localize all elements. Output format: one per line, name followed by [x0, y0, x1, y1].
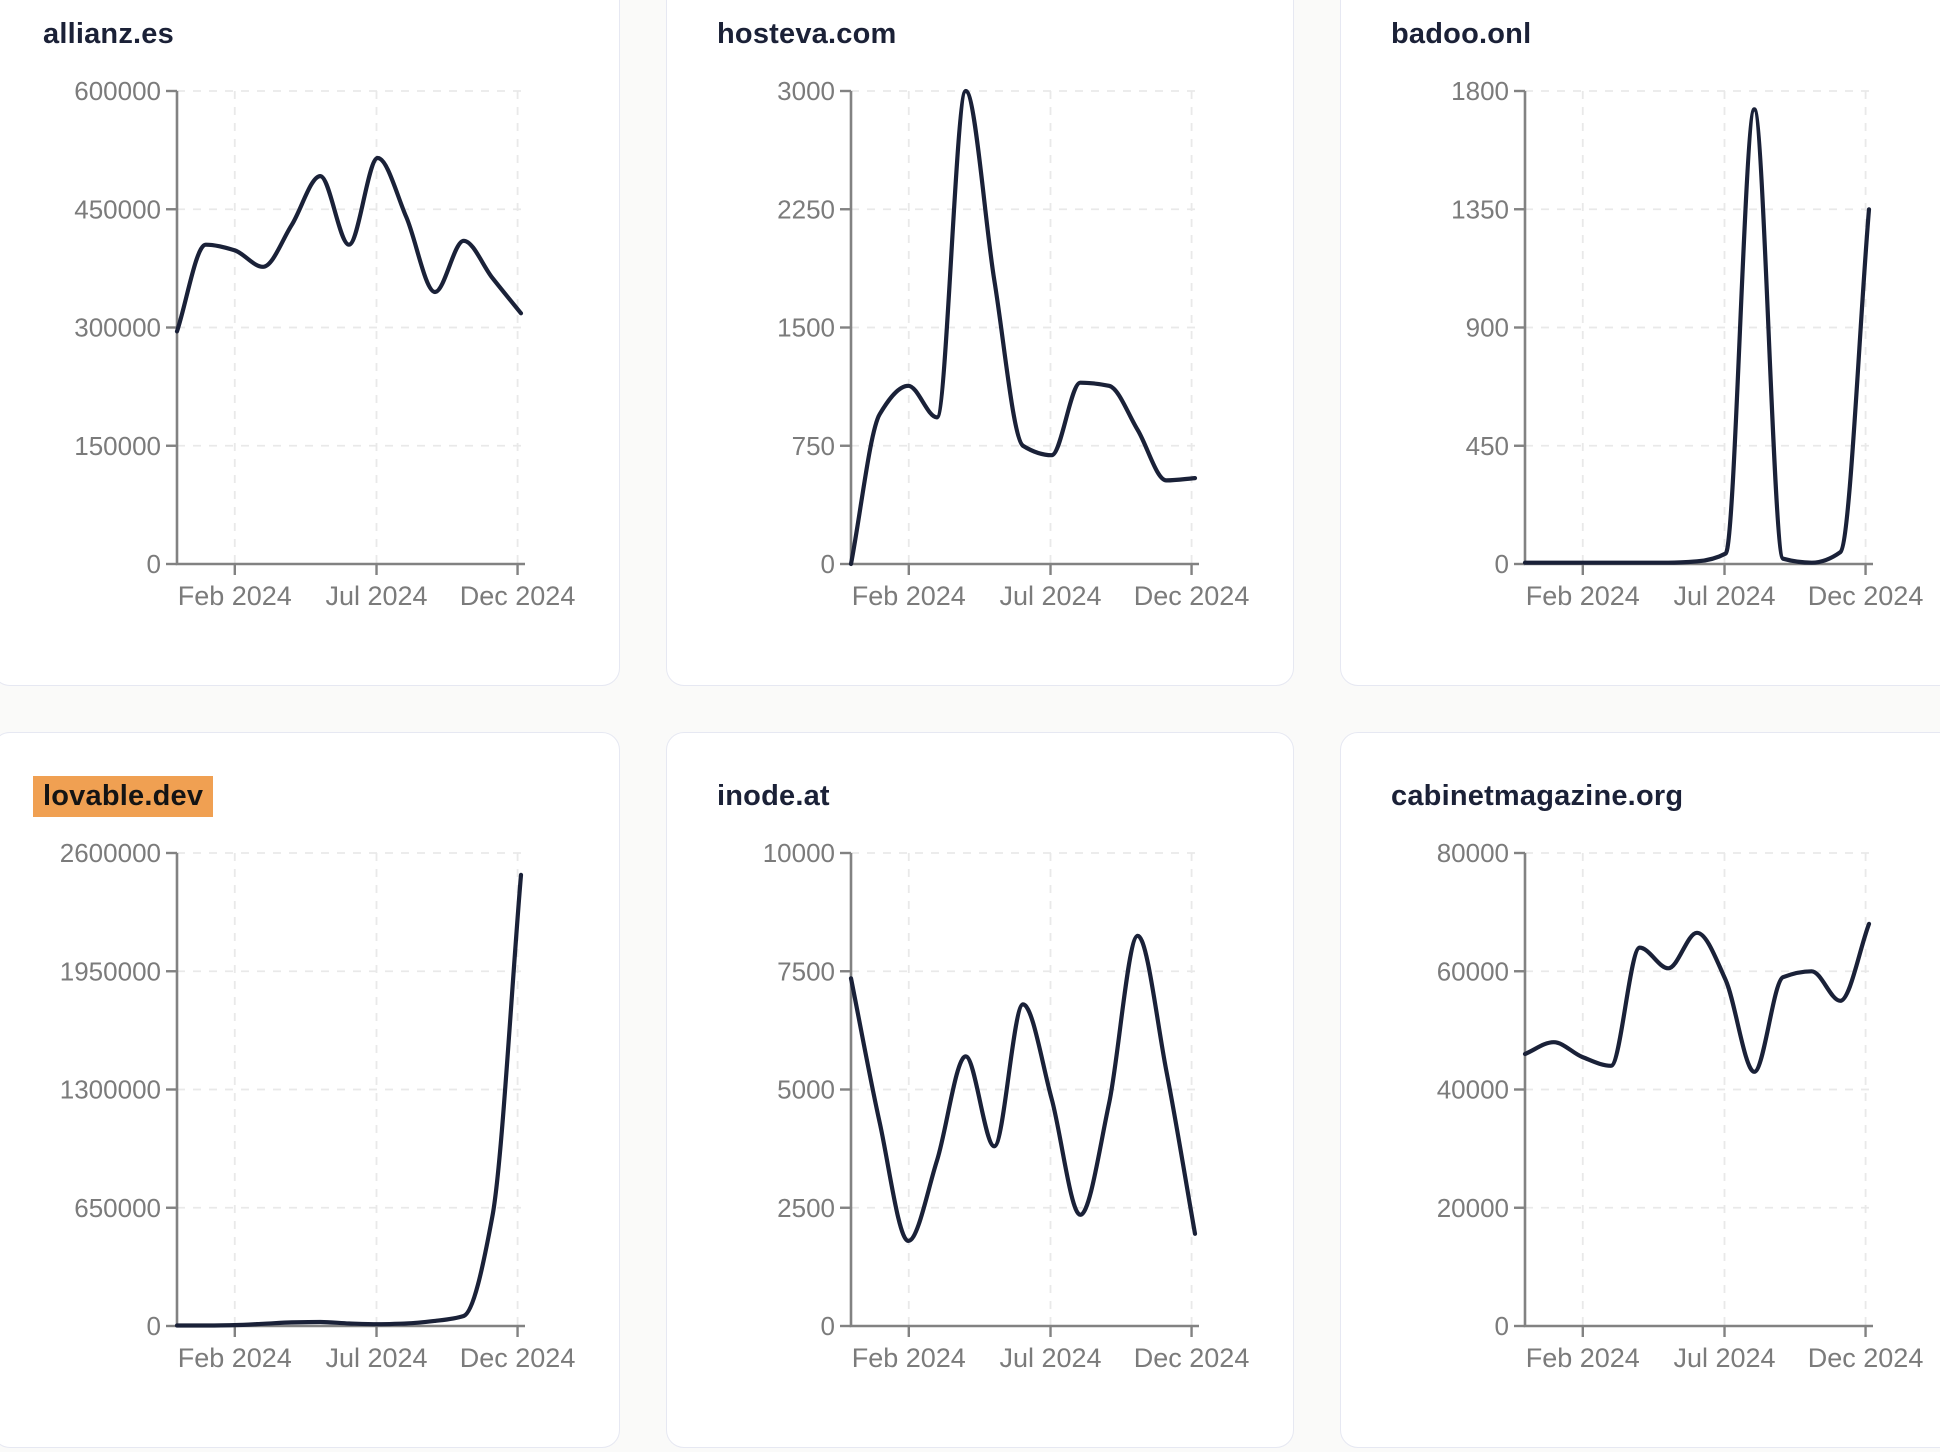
domain-chart-card: cabinetmagazine.org Feb 2024 Jul 2024 Dec … [1340, 732, 1940, 1448]
svg-text:40000: 40000 [1437, 1075, 1509, 1105]
svg-text:20000: 20000 [1437, 1193, 1509, 1223]
svg-text:Feb 2024: Feb 2024 [178, 581, 292, 611]
svg-text:Dec 2024: Dec 2024 [1134, 1343, 1250, 1373]
svg-text:Dec 2024: Dec 2024 [1808, 581, 1924, 611]
svg-text:900: 900 [1466, 313, 1509, 343]
svg-text:0: 0 [821, 1311, 835, 1341]
svg-text:Feb 2024: Feb 2024 [1526, 581, 1640, 611]
svg-text:Jul 2024: Jul 2024 [1673, 1343, 1775, 1373]
svg-text:Jul 2024: Jul 2024 [325, 581, 427, 611]
svg-text:450: 450 [1466, 431, 1509, 461]
svg-text:Jul 2024: Jul 2024 [999, 1343, 1101, 1373]
svg-text:0: 0 [1495, 549, 1509, 579]
card-title: allianz.es [0, 17, 619, 51]
svg-text:0: 0 [147, 1311, 161, 1341]
svg-text:7500: 7500 [777, 956, 835, 986]
traffic-line-chart: Feb 2024 Jul 2024 Dec 2024 0 20000 40000 60000… [1437, 838, 1924, 1373]
svg-text:Dec 2024: Dec 2024 [1134, 581, 1250, 611]
traffic-line-chart: Feb 2024 Jul 2024 Dec 2024 0 450 900 1350 1800 [1451, 76, 1924, 611]
card-title: badoo.onl [1341, 17, 1940, 51]
svg-text:Dec 2024: Dec 2024 [460, 581, 576, 611]
svg-text:Jul 2024: Jul 2024 [1673, 581, 1775, 611]
card-title: hosteva.com [667, 17, 1293, 51]
svg-text:Jul 2024: Jul 2024 [999, 581, 1101, 611]
card-title: lovable.dev [0, 776, 619, 817]
svg-text:0: 0 [1495, 1311, 1509, 1341]
svg-text:450000: 450000 [74, 194, 161, 224]
svg-text:1950000: 1950000 [60, 956, 161, 986]
svg-text:Dec 2024: Dec 2024 [460, 1343, 576, 1373]
domain-chart-card: inode.at Feb 2024 Jul 2024 Dec 2024 0 2500 50… [666, 732, 1294, 1448]
svg-text:0: 0 [147, 549, 161, 579]
svg-text:80000: 80000 [1437, 838, 1509, 868]
svg-text:60000: 60000 [1437, 956, 1509, 986]
svg-text:Dec 2024: Dec 2024 [1808, 1343, 1924, 1373]
domain-name: inode.at [717, 780, 830, 812]
domain-name: lovable.dev [33, 776, 214, 817]
svg-text:1300000: 1300000 [60, 1075, 161, 1105]
svg-text:Jul 2024: Jul 2024 [325, 1343, 427, 1373]
traffic-line-chart: Feb 2024 Jul 2024 Dec 2024 0 750 1500 2250 3000 [777, 76, 1250, 611]
traffic-line-chart: Feb 2024 Jul 2024 Dec 2024 0 650000 1300000 19… [60, 838, 576, 1373]
svg-text:0: 0 [821, 549, 835, 579]
svg-text:Feb 2024: Feb 2024 [852, 581, 966, 611]
domain-chart-card: badoo.onl Feb 2024 Jul 2024 Dec 2024 0 450 90… [1340, 0, 1940, 686]
svg-text:2500: 2500 [777, 1193, 835, 1223]
svg-text:Feb 2024: Feb 2024 [178, 1343, 292, 1373]
domain-chart-card: allianz.es Feb 2024 Jul 2024 Dec 2024 0 1500… [0, 0, 620, 686]
domain-name: allianz.es [43, 18, 174, 50]
card-title: inode.at [667, 779, 1293, 813]
svg-text:1350: 1350 [1451, 194, 1509, 224]
svg-text:Feb 2024: Feb 2024 [1526, 1343, 1640, 1373]
card-title: cabinetmagazine.org [1341, 779, 1940, 813]
svg-text:5000: 5000 [777, 1075, 835, 1105]
domain-name: hosteva.com [717, 18, 897, 50]
domain-name: badoo.onl [1391, 18, 1532, 50]
traffic-line-chart: Feb 2024 Jul 2024 Dec 2024 0 150000 300000 450… [74, 76, 576, 611]
svg-text:1500: 1500 [777, 313, 835, 343]
svg-text:750: 750 [792, 431, 835, 461]
svg-text:1800: 1800 [1451, 76, 1509, 106]
svg-text:Feb 2024: Feb 2024 [852, 1343, 966, 1373]
svg-text:300000: 300000 [74, 313, 161, 343]
domain-name: cabinetmagazine.org [1391, 780, 1684, 812]
svg-text:2250: 2250 [777, 194, 835, 224]
domain-chart-card: lovable.dev Feb 2024 Jul 2024 Dec 2024 0 650… [0, 732, 620, 1448]
svg-text:10000: 10000 [763, 838, 835, 868]
svg-text:3000: 3000 [777, 76, 835, 106]
svg-text:650000: 650000 [74, 1193, 161, 1223]
domain-chart-card: hosteva.com Feb 2024 Jul 2024 Dec 2024 0 750… [666, 0, 1294, 686]
svg-text:600000: 600000 [74, 76, 161, 106]
traffic-line-chart: Feb 2024 Jul 2024 Dec 2024 0 2500 5000 7500 100… [763, 838, 1250, 1373]
svg-text:2600000: 2600000 [60, 838, 161, 868]
svg-text:150000: 150000 [74, 431, 161, 461]
